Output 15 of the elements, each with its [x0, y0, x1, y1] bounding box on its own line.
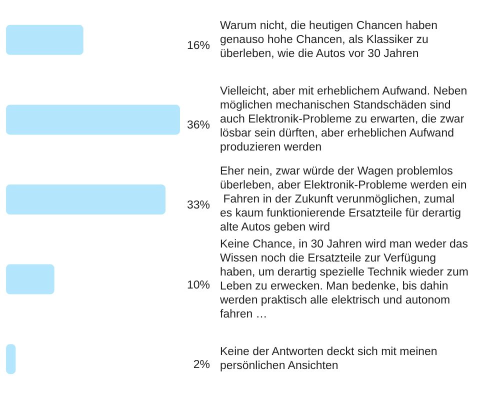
y-tick-label: Keine Chance, in 30 Jahren wird man weder das Wissen noch die Ersatzteile zur Verfügung haben, um derartig spezielle Technik wieder zum Leben zu erwecken. Man bedenke, bis dahin werden praktisch alle elektrisch und autonom fahren … [219, 238, 472, 320]
bar [6, 104, 180, 135]
y-tick-label: Warum nicht, die heutigen Chancen haben genauso hohe Chancen, als Klassiker zu überleben, wie die Autos vor 30 Jahren [220, 20, 441, 60]
bar [6, 24, 84, 55]
data-label: 33% [186, 200, 210, 212]
data-label: 36% [186, 120, 210, 132]
y-tick-label: Vielleicht, aber mit erheblichem Aufwand. Neben möglichen mechanischen Standschäden sind auch Elektronik-Probleme zu erwarten, die zwar lösbar sein dürften, aber erheblichen Aufwand produzieren werden [220, 86, 470, 154]
y-tick-label: Eher nein, zwar würde der Wagen problemlos überleben, aber Elektronik-Probleme werden ein Fahren in der Zukunft verunmöglichen, zumal es kaum funktionierende Ersatzteile für derartig alte Autos geben wird [220, 166, 467, 234]
bar [6, 184, 166, 214]
bar [6, 344, 16, 374]
data-label: 16% [186, 40, 210, 52]
y-tick-label: Keine der Antworten deckt sich mit meinen persönlichen Ansichten [220, 346, 441, 372]
data-label: 10% [186, 279, 210, 292]
data-label: 2% [193, 359, 210, 372]
bar [6, 264, 54, 294]
